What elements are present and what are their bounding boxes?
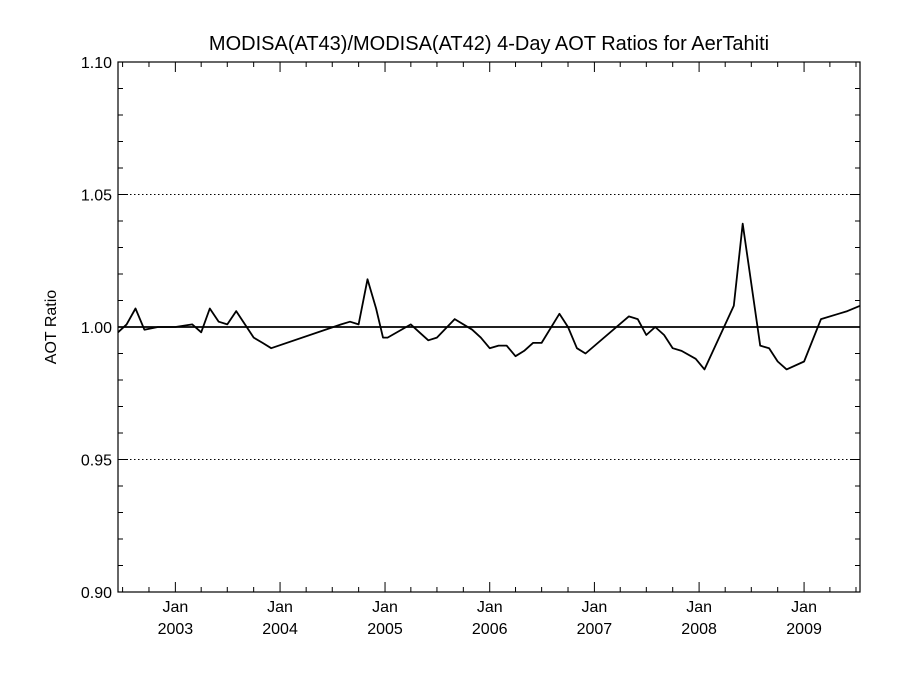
y-axis-label: AOT Ratio — [43, 290, 60, 365]
y-tick-labels: 0.90 0.95 1.00 1.05 1.10 — [81, 55, 112, 602]
x-tick-label-year: 2006 — [472, 621, 508, 638]
x-tick-label-year: 2009 — [786, 621, 822, 638]
x-tick-label-month: Jan — [686, 599, 712, 616]
x-tick-label-month: Jan — [162, 599, 188, 616]
x-tick-label-year: 2005 — [367, 621, 403, 638]
x-tick-label-month: Jan — [267, 599, 293, 616]
y-tick-label: 0.95 — [81, 453, 112, 470]
y-tick-label: 1.05 — [81, 188, 112, 205]
x-tick-label-month: Jan — [372, 599, 398, 616]
x-tick-label-year: 2004 — [262, 621, 298, 638]
series-line-0 — [117, 222, 861, 371]
ticks — [118, 61, 860, 593]
x-tick-labels: Jan 2003 Jan 2004 Jan 2005 Jan 2006 Jan 2007 Jan 20… — [158, 599, 822, 638]
x-tick-label-year: 2008 — [681, 621, 717, 638]
x-tick-label-year: 2007 — [577, 621, 613, 638]
y-tick-label: 1.10 — [81, 55, 112, 72]
x-tick-label-month: Jan — [791, 599, 817, 616]
y-tick-label: 0.90 — [81, 585, 112, 602]
chart-title: MODISA(AT43)/MODISA(AT42) 4-Day AOT Rati… — [209, 33, 769, 55]
x-tick-label-year: 2003 — [158, 621, 194, 638]
series-layer — [117, 222, 861, 371]
x-tick-label-month: Jan — [582, 599, 608, 616]
x-tick-label-month: Jan — [477, 599, 503, 616]
y-tick-label: 1.00 — [81, 320, 112, 337]
